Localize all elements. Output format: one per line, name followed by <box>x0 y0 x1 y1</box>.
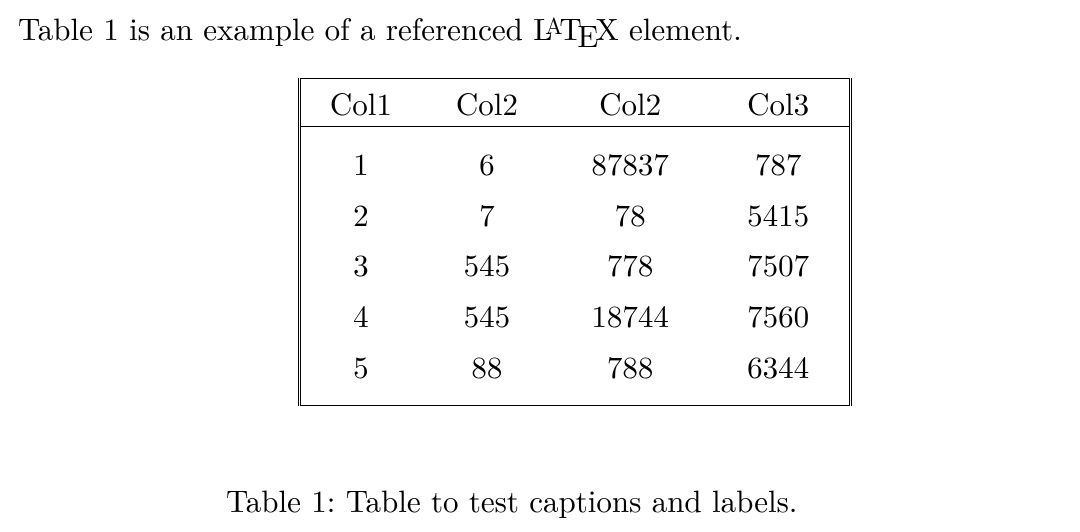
table-cell: 3 <box>300 238 421 289</box>
table-cell: 1 <box>300 137 421 188</box>
table-header-row: Col1 Col2 Col2 Col3 <box>300 79 851 127</box>
table-cell: 6 <box>421 137 553 188</box>
table-cell: 88 <box>421 340 553 391</box>
table-row: 4 545 18744 7560 <box>300 289 851 340</box>
table-cell: 545 <box>421 238 553 289</box>
table-cell: 788 <box>553 340 707 391</box>
table-cell: 87837 <box>553 137 707 188</box>
table-row: 5 88 788 6344 <box>300 340 851 391</box>
col-header: Col2 <box>421 79 553 127</box>
caption-label: Table 1: <box>226 477 335 521</box>
table-cell: 4 <box>300 289 421 340</box>
col-header: Col3 <box>707 79 850 127</box>
table-body: 1 6 87837 787 2 7 78 5415 3 545 778 7507 <box>300 137 851 391</box>
table-cell: 18744 <box>553 289 707 340</box>
table-cell: 7560 <box>707 289 850 340</box>
table-row: 3 545 778 7507 <box>300 238 851 289</box>
table-cell: 2 <box>300 188 421 239</box>
intro-prefix: Table 1 is an example of a referenced <box>18 5 533 49</box>
table-container: Col1 Col2 Col2 Col3 1 6 87837 787 <box>298 78 852 406</box>
table-cell: 7507 <box>707 238 850 289</box>
col-header: Col2 <box>553 79 707 127</box>
bottom-hline-spacer <box>300 391 851 406</box>
table-row: 2 7 78 5415 <box>300 188 851 239</box>
document-page: Table 1 is an example of a referenced LA… <box>0 0 1080 532</box>
table-header: Col1 Col2 Col2 Col3 <box>300 79 851 127</box>
intro-sentence: Table 1 is an example of a referenced LA… <box>18 8 742 47</box>
latex-logo: LATEX <box>533 8 618 47</box>
table-cell: 778 <box>553 238 707 289</box>
example-table: Col1 Col2 Col2 Col3 1 6 87837 787 <box>298 78 852 406</box>
table-cell: 6344 <box>707 340 850 391</box>
table-cell: 545 <box>421 289 553 340</box>
table-caption: Table 1: Table to test captions and labe… <box>226 480 797 519</box>
hline-spacer <box>300 126 851 137</box>
col-header: Col1 <box>300 79 421 127</box>
caption-text: Table to test captions and labels. <box>335 477 797 521</box>
table-cell: 7 <box>421 188 553 239</box>
table-cell: 787 <box>707 137 850 188</box>
table-cell: 78 <box>553 188 707 239</box>
table-row: 1 6 87837 787 <box>300 137 851 188</box>
table-cell: 5 <box>300 340 421 391</box>
intro-suffix: element. <box>619 5 742 49</box>
table-cell: 5415 <box>707 188 850 239</box>
